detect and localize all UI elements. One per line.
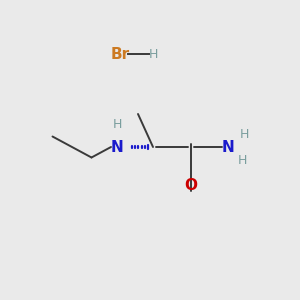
Text: Br: Br xyxy=(110,46,130,62)
Text: H: H xyxy=(238,154,247,167)
Text: H: H xyxy=(240,128,249,142)
Text: N: N xyxy=(111,140,123,154)
Text: H: H xyxy=(112,118,122,131)
Text: O: O xyxy=(184,178,197,194)
Text: N: N xyxy=(222,140,234,154)
Text: H: H xyxy=(148,47,158,61)
